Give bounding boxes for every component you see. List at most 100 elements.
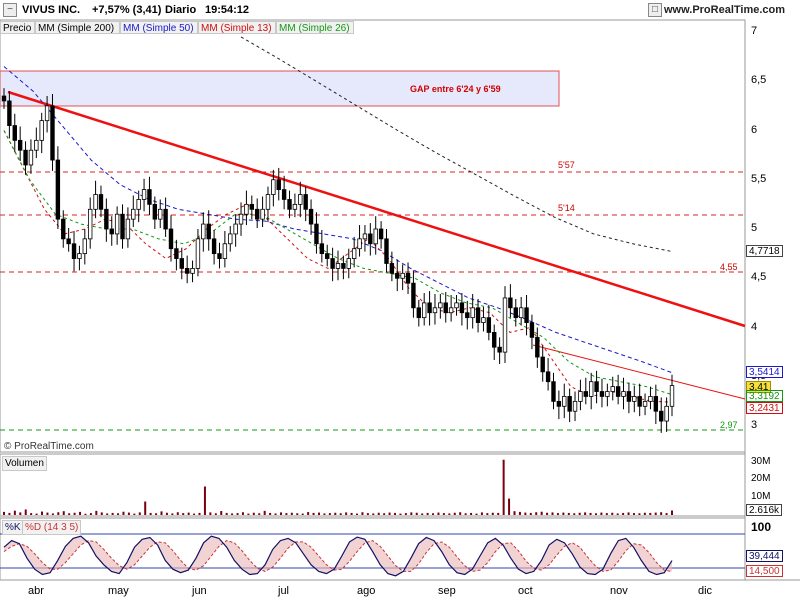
volume-bar: [317, 512, 320, 515]
candle-body: [459, 302, 465, 314]
site-url[interactable]: www.ProRealTime.com: [664, 4, 786, 16]
candle-body: [664, 405, 669, 422]
candle-body: [238, 213, 244, 225]
volume-bar: [372, 513, 375, 515]
candle-body: [87, 208, 93, 240]
candle-body: [405, 272, 411, 284]
volume-bar: [274, 513, 277, 515]
candle-body: [524, 307, 529, 323]
candle-body: [131, 208, 136, 220]
volume-bar: [285, 513, 288, 515]
volume-bar: [361, 512, 364, 515]
candle-body: [545, 371, 551, 383]
volume-bar: [518, 511, 521, 515]
minus-icon[interactable]: −: [3, 3, 17, 17]
volume-last-tag: 2.616k: [746, 504, 783, 516]
volume-bar: [269, 512, 272, 515]
stoch-k-label[interactable]: %K: [2, 520, 24, 535]
volume-bar: [46, 512, 49, 515]
candle-body: [599, 391, 605, 397]
volume-bar: [448, 513, 451, 515]
candle-body: [28, 149, 34, 166]
legend-mm200[interactable]: MM (Simple 200): [35, 21, 120, 34]
candle-body: [303, 194, 308, 210]
volume-panel-frame: [0, 453, 746, 517]
volume-bar: [117, 513, 120, 515]
mm200-price-tag: 4,7718: [746, 245, 783, 257]
volume-bar: [480, 512, 483, 515]
candle-body: [492, 332, 497, 348]
volume-bar: [350, 512, 353, 515]
legend-mm26[interactable]: MM (Simple 26): [276, 21, 354, 34]
legend-mm13[interactable]: MM (Simple 13): [198, 21, 276, 34]
volume-bar: [214, 513, 217, 515]
volume-panel-label[interactable]: Volumen: [2, 456, 47, 471]
candle-body: [454, 302, 459, 309]
volume-bar: [209, 512, 212, 515]
month-tick-label: dic: [698, 585, 713, 597]
volume-bar: [513, 511, 516, 515]
candle-body: [82, 238, 88, 255]
stoch-tick-label: 100: [751, 520, 772, 534]
volume-bar: [356, 513, 359, 515]
mm50-price-tag: 3,5414: [746, 366, 783, 378]
candle-body: [141, 189, 147, 200]
volume-bar: [13, 510, 16, 515]
candle-body: [669, 385, 675, 407]
channel-trend-line: [532, 344, 746, 400]
volume-bar: [622, 512, 625, 515]
candle-body: [298, 194, 303, 205]
volume-bar: [464, 513, 467, 515]
volume-bar: [589, 512, 592, 515]
volume-bar: [328, 513, 331, 515]
volume-bar: [51, 513, 54, 515]
volume-bar: [415, 512, 418, 515]
candle-body: [378, 228, 384, 240]
legend-price[interactable]: Precio: [0, 21, 35, 34]
candle-body: [319, 243, 325, 255]
candle-body: [281, 189, 287, 200]
volume-bar: [307, 512, 310, 515]
candle-body: [174, 248, 179, 259]
candle-body: [184, 267, 190, 274]
stoch-d-label[interactable]: %D (14 3 5): [22, 520, 82, 535]
mm13-price-tag: 3,2431: [746, 402, 783, 414]
price-tick-label: 7: [751, 25, 758, 37]
candle-body: [254, 208, 260, 220]
volume-bar: [252, 512, 255, 515]
volume-bar: [144, 501, 147, 515]
legend-mm50[interactable]: MM (Simple 50): [120, 21, 198, 34]
volume-bar: [491, 512, 494, 515]
month-tick-label: jul: [278, 585, 290, 597]
candle-body: [55, 159, 61, 220]
candle-body: [17, 139, 23, 151]
candle-body: [486, 317, 492, 333]
price-tick-label: 5,5: [751, 172, 767, 185]
mm200-line: [240, 36, 673, 252]
level-514-label: 5'14: [558, 203, 575, 213]
candle-body: [556, 400, 562, 407]
volume-bar: [345, 512, 348, 515]
candle-body: [368, 233, 373, 245]
candle-body: [626, 391, 632, 402]
restore-icon[interactable]: □: [648, 3, 662, 17]
candle-body: [395, 272, 400, 279]
volume-bar: [30, 513, 33, 515]
candle-body: [357, 238, 362, 250]
volume-bar: [654, 512, 657, 515]
volume-bar: [383, 513, 386, 515]
candle-body: [195, 238, 201, 269]
volume-bar: [421, 513, 424, 515]
candle-body: [518, 307, 524, 319]
volume-bar: [404, 513, 407, 515]
stoch-k-line: [3, 535, 673, 577]
month-tick-label: oct: [518, 585, 533, 597]
price-tick-label: 4: [751, 320, 758, 333]
volume-bar: [79, 511, 82, 515]
volume-bar: [312, 512, 315, 515]
volume-bar: [279, 512, 282, 515]
candle-body: [346, 258, 351, 269]
volume-bar: [573, 513, 576, 515]
candle-body: [427, 302, 432, 314]
candle-body: [260, 208, 265, 220]
